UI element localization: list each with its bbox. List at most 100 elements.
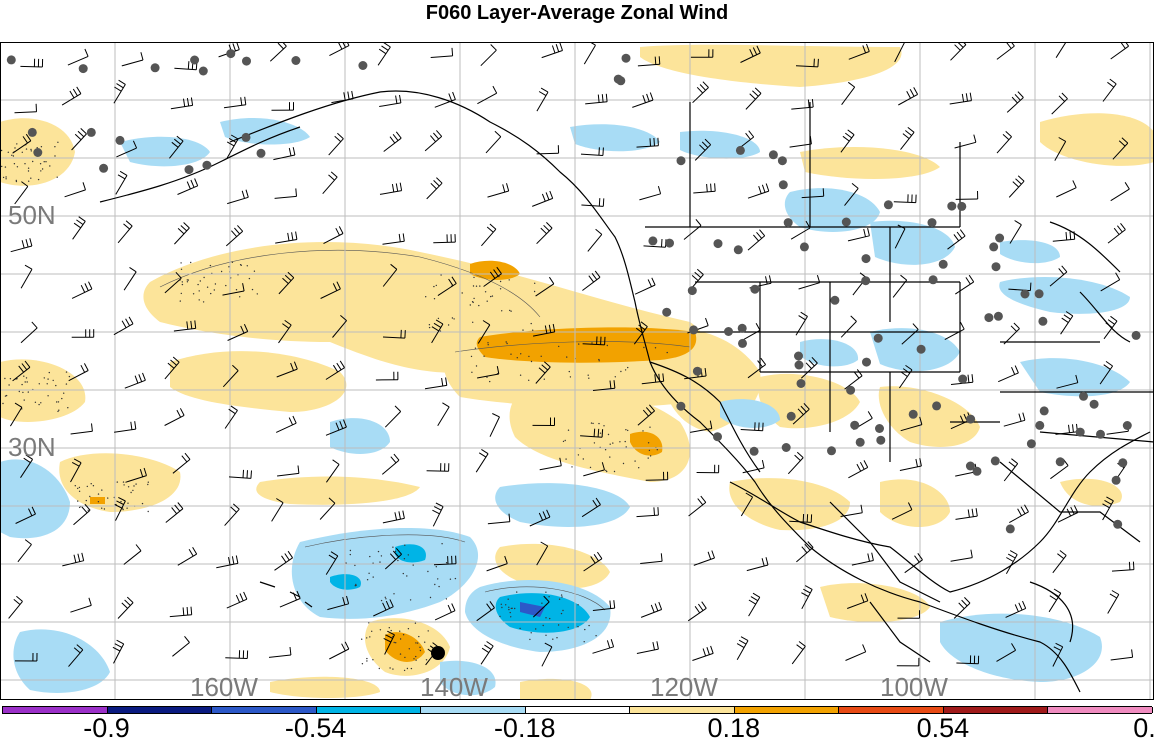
barb-flag	[555, 44, 560, 52]
barb-flag	[965, 277, 971, 285]
barb-flag	[1058, 95, 1065, 102]
station-dot	[1039, 406, 1049, 416]
stipple-dot	[427, 570, 429, 573]
stipple-dot	[449, 578, 452, 580]
wind-barb	[1009, 220, 1022, 244]
wind-barb	[14, 103, 37, 114]
station-dot	[724, 327, 733, 336]
barb-staff	[899, 465, 922, 471]
coastline	[829, 501, 941, 603]
barb-flag	[811, 356, 818, 364]
barb-staff	[1052, 646, 1064, 667]
wind-barb	[173, 320, 197, 332]
stipple-dot	[549, 617, 551, 620]
barb-flag	[232, 43, 236, 52]
stipple-dot	[390, 629, 392, 632]
wind-barb	[325, 551, 339, 575]
wind-barb	[688, 495, 707, 517]
barb-staff	[998, 372, 1019, 383]
barb-flag	[748, 130, 755, 138]
wind-barb	[955, 190, 979, 200]
barb-flag	[174, 504, 181, 512]
stipple-dot	[123, 484, 125, 486]
stipple-dot	[473, 276, 475, 279]
barb-flag	[794, 454, 801, 461]
wind-barb	[1005, 550, 1018, 574]
barb-flag	[652, 641, 655, 651]
station-dot	[794, 351, 803, 361]
stipple-dot	[577, 604, 579, 606]
wind-barb	[115, 170, 128, 195]
barb-flag	[745, 132, 751, 140]
barb-flag	[28, 508, 33, 517]
barb-flag	[967, 509, 970, 518]
stipple-dot	[609, 443, 611, 445]
stipple-dot	[63, 392, 65, 394]
wind-barb	[1006, 91, 1024, 113]
barb-flag	[282, 277, 289, 284]
barb-flag	[18, 365, 24, 373]
stipple-dot	[380, 555, 383, 557]
barb-flag	[863, 460, 869, 468]
stipple-dot	[2, 176, 5, 179]
stipple-dot	[392, 668, 394, 670]
wind-barb	[582, 270, 601, 291]
station-dot	[1035, 420, 1045, 430]
barb-flag	[78, 216, 86, 222]
wind-barb	[382, 233, 405, 245]
barb-flag	[73, 222, 81, 229]
barb-staff	[800, 362, 818, 379]
barb-staff	[269, 45, 287, 62]
stipple-dot	[366, 660, 368, 662]
stipple-dot	[4, 377, 6, 380]
stipple-dot	[384, 596, 386, 598]
wind-fill-region	[1020, 358, 1130, 397]
wind-barb	[20, 454, 34, 478]
stipple-dot	[407, 628, 410, 630]
wind-barb	[331, 90, 354, 104]
wind-barb	[898, 364, 913, 389]
stipple-dot	[598, 422, 600, 425]
stipple-dot	[484, 291, 487, 293]
colorbar-segment	[943, 707, 1049, 713]
barb-flag	[292, 415, 297, 424]
stipple-dot	[625, 429, 627, 431]
stipple-dot	[505, 604, 507, 606]
barb-flag	[123, 223, 131, 230]
stipple-dot	[593, 442, 596, 444]
stipple-dot	[23, 399, 25, 401]
barb-flag	[905, 364, 913, 371]
barb-staff	[115, 500, 126, 521]
barb-flag	[433, 506, 442, 511]
wind-barb	[480, 641, 494, 665]
barb-flag	[1115, 272, 1121, 280]
stipple-dot	[577, 626, 579, 628]
wind-barb	[636, 641, 659, 654]
stipple-dot	[599, 432, 602, 434]
barb-flag	[328, 554, 336, 560]
wind-barb	[787, 451, 804, 475]
barb-flag	[342, 596, 346, 605]
barb-flag	[451, 276, 457, 284]
stipple-dot	[565, 458, 567, 460]
barb-flag	[1053, 588, 1062, 594]
barb-flag	[250, 470, 252, 479]
barb-staff	[844, 188, 859, 206]
barb-flag	[389, 553, 397, 560]
wind-barb	[319, 497, 336, 520]
stipple-dot	[371, 630, 373, 632]
station-dots	[6, 49, 1141, 660]
wind-barb	[536, 145, 560, 155]
wind-barb	[996, 643, 1017, 662]
barb-flag	[24, 539, 32, 545]
colorbar-segment	[107, 707, 213, 713]
station-dot	[613, 74, 623, 84]
barb-flag	[292, 147, 296, 156]
wind-barb	[742, 459, 765, 474]
stipple-dot	[372, 576, 374, 578]
stipple-dot	[528, 379, 530, 381]
barb-flag	[430, 135, 436, 143]
colorbar-segment	[630, 707, 735, 713]
wind-fill-region	[520, 602, 545, 617]
station-dot	[861, 276, 871, 286]
